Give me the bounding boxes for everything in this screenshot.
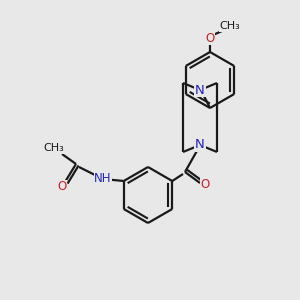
- Text: CH₃: CH₃: [220, 21, 240, 31]
- Text: O: O: [57, 181, 67, 194]
- Text: O: O: [200, 178, 210, 190]
- Text: CH₃: CH₃: [44, 143, 64, 153]
- Text: NH: NH: [94, 172, 112, 184]
- Text: N: N: [195, 139, 205, 152]
- Text: N: N: [195, 83, 205, 97]
- Text: O: O: [206, 32, 214, 44]
